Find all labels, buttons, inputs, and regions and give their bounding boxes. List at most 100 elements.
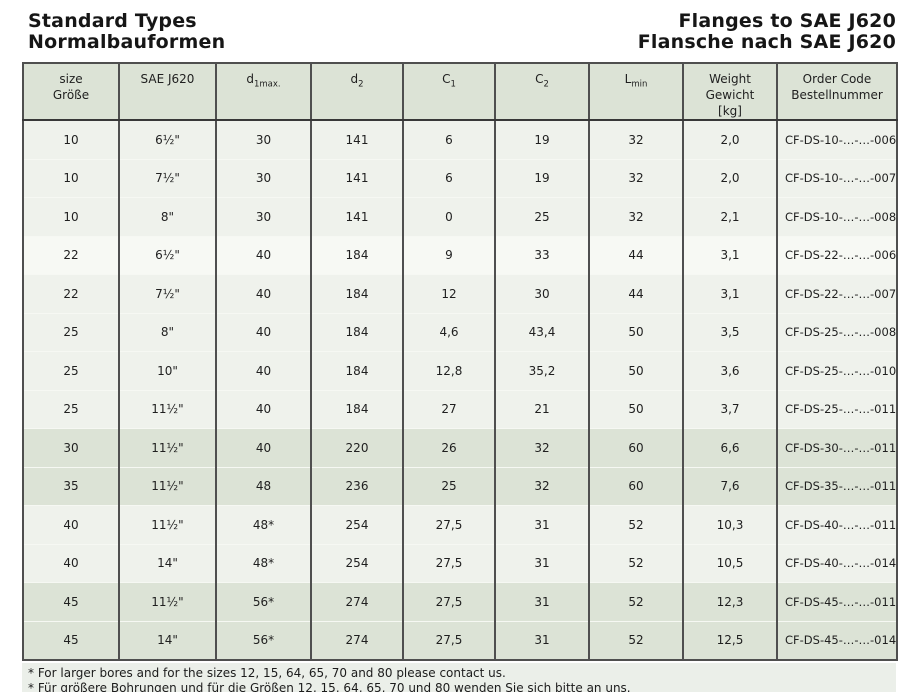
cell-lmin: 60 bbox=[588, 428, 683, 467]
cell-order-code: CF-DS-10-…-…-007 bbox=[776, 158, 897, 198]
cell-d2: 141 bbox=[310, 197, 403, 236]
cell-order-code: CF-DS-22-…-…-006 bbox=[776, 235, 897, 275]
col-header-d2-base: d bbox=[350, 72, 359, 86]
cell-lmin: 52 bbox=[588, 543, 683, 583]
cell-d2: 184 bbox=[310, 235, 403, 275]
col-header-c1-sub: 1 bbox=[450, 79, 456, 90]
cell-d1max: 30 bbox=[215, 197, 311, 236]
col-header-c2: C2 bbox=[494, 63, 589, 121]
cell-d2: 274 bbox=[310, 582, 403, 621]
cell-d2: 184 bbox=[310, 389, 403, 429]
col-header-d1max-sub: 1max. bbox=[253, 79, 281, 90]
cell-c2: 21 bbox=[494, 389, 589, 429]
table-row: 10 6½" 30 141 6 19 32 2,0 CF-DS-10-…-…-0… bbox=[23, 119, 897, 159]
cell-sae-j620: 10" bbox=[118, 351, 216, 390]
table-row: 25 11½" 40 184 27 21 50 3,7 CF-DS-25-…-…… bbox=[23, 389, 897, 429]
footnote-en: * For larger bores and for the sizes 12,… bbox=[28, 666, 506, 680]
cell-c1: 27,5 bbox=[402, 505, 495, 544]
cell-sae-j620: 7½" bbox=[118, 158, 216, 198]
cell-weight: 2,0 bbox=[682, 119, 777, 159]
cell-size: 22 bbox=[23, 274, 119, 313]
cell-d1max: 40 bbox=[215, 312, 311, 352]
cell-c1: 27,5 bbox=[402, 543, 495, 583]
cell-c1: 12 bbox=[402, 274, 495, 313]
cell-order-code: CF-DS-30-…-…-011 bbox=[776, 428, 897, 467]
cell-d2: 220 bbox=[310, 428, 403, 467]
cell-weight: 10,3 bbox=[682, 505, 777, 544]
cell-d1max: 40 bbox=[215, 235, 311, 275]
cell-size: 45 bbox=[23, 620, 119, 660]
cell-lmin: 52 bbox=[588, 505, 683, 544]
cell-weight: 12,5 bbox=[682, 620, 777, 660]
cell-weight: 3,1 bbox=[682, 235, 777, 275]
table-row: 25 8" 40 184 4,6 43,4 50 3,5 CF-DS-25-…-… bbox=[23, 312, 897, 352]
cell-weight: 12,3 bbox=[682, 582, 777, 621]
cell-d1max: 56* bbox=[215, 582, 311, 621]
col-header-order-code: Order Code Bestellnummer bbox=[776, 63, 897, 121]
cell-sae-j620: 11½" bbox=[118, 466, 216, 506]
table-row: 45 11½" 56* 274 27,5 31 52 12,3 CF-DS-45… bbox=[23, 582, 897, 621]
table-row: 40 11½" 48* 254 27,5 31 52 10,3 CF-DS-40… bbox=[23, 505, 897, 544]
cell-sae-j620: 6½" bbox=[118, 235, 216, 275]
cell-lmin: 60 bbox=[588, 466, 683, 506]
cell-d2: 236 bbox=[310, 466, 403, 506]
col-header-weight-en: Weight bbox=[709, 72, 751, 86]
cell-order-code: CF-DS-40-…-…-014 bbox=[776, 543, 897, 583]
table-row: 10 7½" 30 141 6 19 32 2,0 CF-DS-10-…-…-0… bbox=[23, 158, 897, 198]
cell-d2: 274 bbox=[310, 620, 403, 660]
col-header-order-code-en: Order Code bbox=[802, 72, 872, 86]
cell-d1max: 48* bbox=[215, 505, 311, 544]
table-row: 22 7½" 40 184 12 30 44 3,1 CF-DS-22-…-…-… bbox=[23, 274, 897, 313]
table-row: 40 14" 48* 254 27,5 31 52 10,5 CF-DS-40-… bbox=[23, 543, 897, 583]
cell-size: 35 bbox=[23, 466, 119, 506]
col-header-size-en: size bbox=[59, 72, 83, 86]
cell-lmin: 44 bbox=[588, 274, 683, 313]
cell-weight: 7,6 bbox=[682, 466, 777, 506]
cell-sae-j620: 11½" bbox=[118, 505, 216, 544]
cell-weight: 10,5 bbox=[682, 543, 777, 583]
title-right: Flanges to SAE J620 Flansche nach SAE J6… bbox=[638, 11, 896, 53]
col-header-c1-base: C bbox=[442, 72, 451, 86]
cell-sae-j620: 14" bbox=[118, 620, 216, 660]
cell-sae-j620: 7½" bbox=[118, 274, 216, 313]
cell-lmin: 50 bbox=[588, 351, 683, 390]
cell-c1: 26 bbox=[402, 428, 495, 467]
cell-c2: 32 bbox=[494, 428, 589, 467]
col-header-d1max-base: d bbox=[246, 72, 254, 86]
cell-size: 25 bbox=[23, 351, 119, 390]
cell-c2: 43,4 bbox=[494, 312, 589, 352]
cell-c1: 27,5 bbox=[402, 582, 495, 621]
cell-lmin: 50 bbox=[588, 312, 683, 352]
cell-d1max: 40 bbox=[215, 351, 311, 390]
cell-order-code: CF-DS-10-…-…-006 bbox=[776, 119, 897, 159]
footnotes: * For larger bores and for the sizes 12,… bbox=[22, 663, 896, 692]
cell-c2: 31 bbox=[494, 582, 589, 621]
cell-lmin: 50 bbox=[588, 389, 683, 429]
cell-weight: 3,7 bbox=[682, 389, 777, 429]
cell-size: 10 bbox=[23, 119, 119, 159]
cell-c1: 9 bbox=[402, 235, 495, 275]
cell-size: 10 bbox=[23, 158, 119, 198]
flange-spec-table: size Größe SAE J620 d1max. d2 C1 C2 Lmin… bbox=[22, 62, 898, 661]
col-header-weight: Weight Gewicht [kg] bbox=[682, 63, 777, 121]
cell-sae-j620: 11½" bbox=[118, 582, 216, 621]
col-header-order-code-de: Bestellnummer bbox=[791, 88, 883, 102]
cell-size: 10 bbox=[23, 197, 119, 236]
cell-c1: 27,5 bbox=[402, 620, 495, 660]
cell-d2: 184 bbox=[310, 312, 403, 352]
cell-c1: 6 bbox=[402, 158, 495, 198]
cell-c2: 33 bbox=[494, 235, 589, 275]
cell-weight: 2,0 bbox=[682, 158, 777, 198]
cell-d1max: 48 bbox=[215, 466, 311, 506]
cell-d1max: 48* bbox=[215, 543, 311, 583]
title-left-en: Standard Types bbox=[28, 10, 197, 32]
col-header-c2-base: C bbox=[535, 72, 544, 86]
cell-sae-j620: 8" bbox=[118, 197, 216, 236]
table-row: 30 11½" 40 220 26 32 60 6,6 CF-DS-30-…-…… bbox=[23, 428, 897, 467]
title-right-en: Flanges to SAE J620 bbox=[678, 10, 896, 32]
table-row: 22 6½" 40 184 9 33 44 3,1 CF-DS-22-…-…-0… bbox=[23, 235, 897, 275]
cell-order-code: CF-DS-25-…-…-008 bbox=[776, 312, 897, 352]
cell-d1max: 40 bbox=[215, 389, 311, 429]
col-header-lmin: Lmin bbox=[588, 63, 683, 121]
cell-c2: 31 bbox=[494, 620, 589, 660]
